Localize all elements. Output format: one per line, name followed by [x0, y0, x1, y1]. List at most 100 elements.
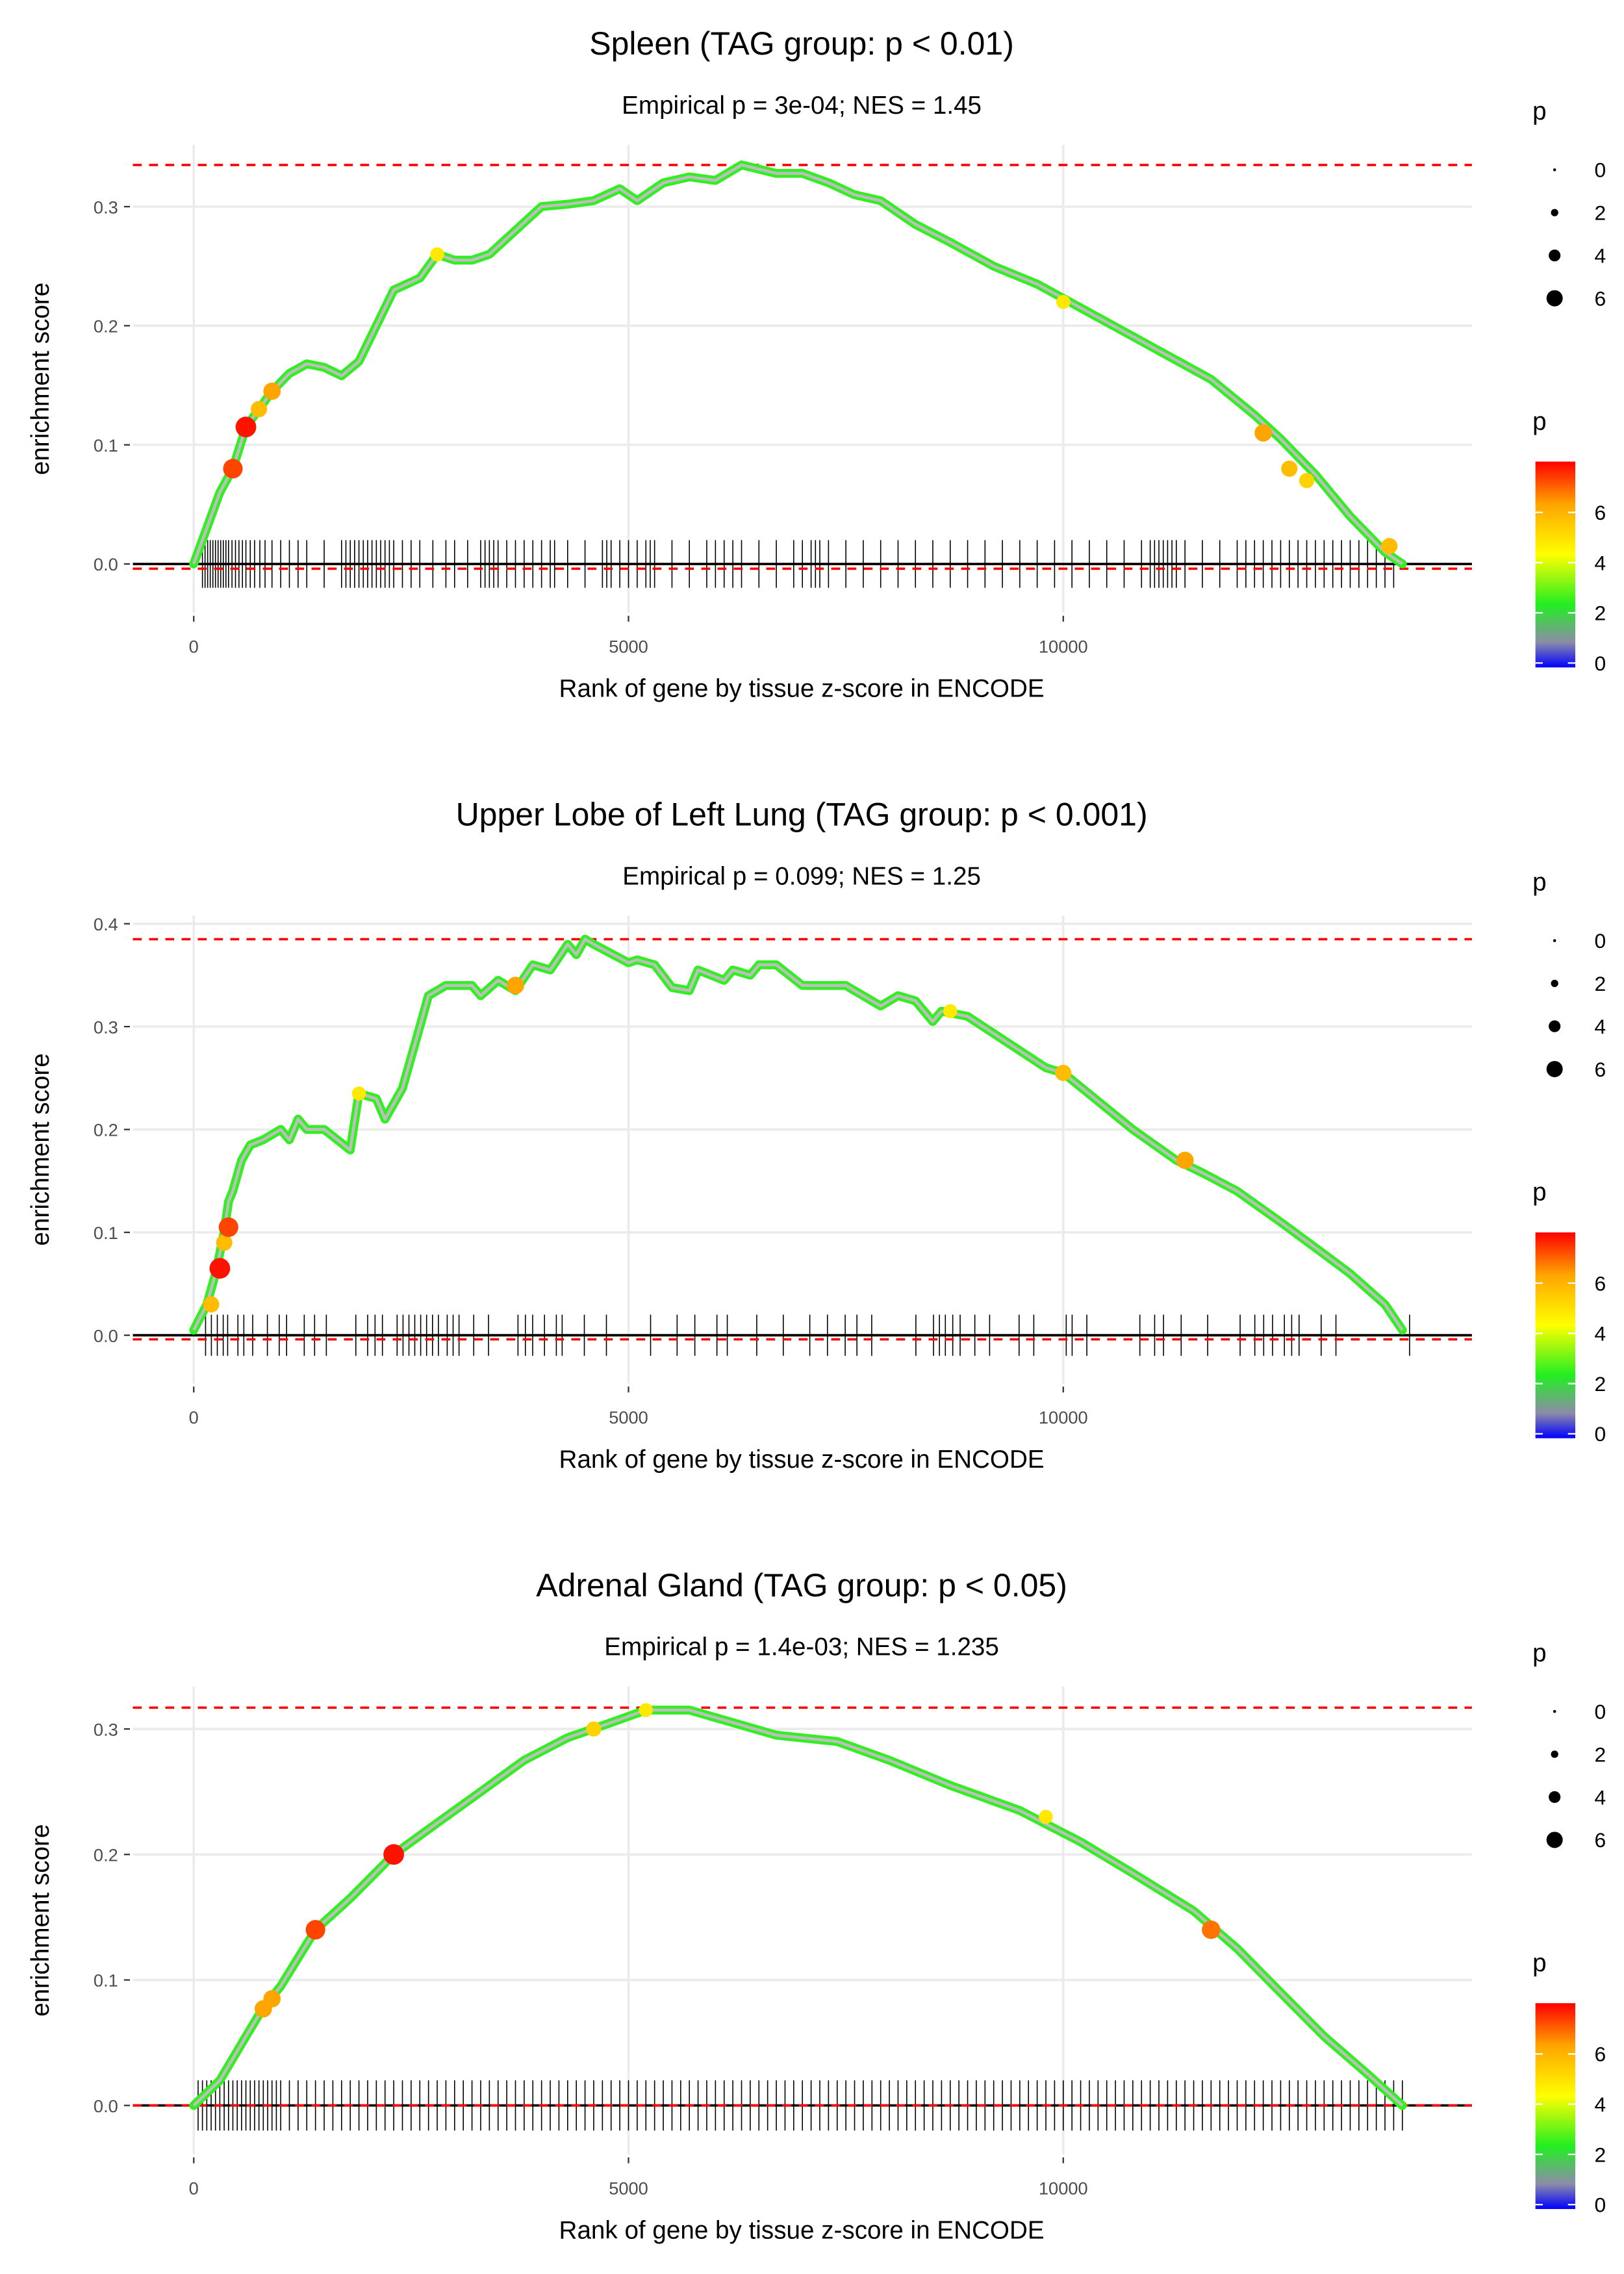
panel-spleen: Spleen (TAG group: p < 0.01) Empirical p … — [27, 25, 1606, 703]
size-legend-dot — [1553, 1709, 1556, 1713]
gene-point — [586, 1721, 602, 1737]
size-legend-dot — [1549, 249, 1561, 262]
colorbar — [1535, 1232, 1575, 1438]
colorbar — [1535, 2003, 1575, 2209]
x-axis-label: Rank of gene by tissue z-score in ENCODE — [559, 1446, 1045, 1474]
colorbar-label: 0 — [1595, 652, 1606, 675]
gene-point — [209, 1258, 231, 1279]
x-tick-label: 10000 — [1039, 637, 1088, 657]
y-axis-label: enrichment score — [27, 283, 55, 475]
y-tick-label: 0.1 — [94, 1223, 118, 1243]
y-tick-label: 0.3 — [94, 1719, 118, 1739]
gene-point — [1299, 473, 1315, 489]
colorbar-label: 4 — [1595, 1322, 1606, 1346]
gene-point — [251, 401, 268, 418]
size-legend-dot — [1551, 209, 1558, 216]
chart-title: Spleen (TAG group: p < 0.01) — [589, 25, 1014, 62]
y-tick-label: 0.0 — [94, 2096, 118, 2116]
y-tick-label: 0.3 — [94, 1017, 118, 1037]
gene-point — [1254, 424, 1273, 442]
x-tick-label: 10000 — [1039, 1407, 1088, 1427]
y-tick-label: 0.3 — [94, 197, 118, 217]
colorbar-label: 0 — [1595, 1422, 1606, 1446]
colorbar — [1535, 461, 1575, 668]
y-tick-label: 0.2 — [94, 1120, 118, 1140]
gene-point — [1281, 460, 1298, 477]
y-axis-label: enrichment score — [27, 1053, 55, 1246]
panel-adrenal-gland: Adrenal Gland (TAG group: p < 0.05) Empir… — [27, 1567, 1606, 2245]
size-legend-label: 4 — [1595, 1785, 1606, 1809]
color-legend-title: p — [1532, 1949, 1546, 1977]
color-legend-title: p — [1532, 407, 1546, 435]
size-legend-label: 0 — [1595, 159, 1606, 182]
chart-title: Adrenal Gland (TAG group: p < 0.05) — [536, 1567, 1067, 1603]
y-tick-label: 0.2 — [94, 1845, 118, 1865]
size-legend-label: 6 — [1595, 287, 1606, 310]
gene-point — [203, 1296, 220, 1313]
size-legend-dot — [1549, 1020, 1561, 1032]
size-legend-dot — [1553, 939, 1556, 942]
x-tick-label: 0 — [189, 1407, 199, 1427]
chart-subtitle: Empirical p = 1.4e-03; NES = 1.235 — [604, 1633, 999, 1661]
size-legend-label: 0 — [1595, 929, 1606, 952]
size-legend-dot — [1546, 290, 1563, 307]
enrichment-curve — [192, 938, 1404, 1331]
gene-point — [430, 247, 444, 262]
size-legend-title: p — [1532, 97, 1546, 125]
x-axis-label: Rank of gene by tissue z-score in ENCODE — [559, 2216, 1045, 2244]
gene-point — [507, 977, 524, 995]
size-legend-label: 2 — [1595, 201, 1606, 225]
gene-point — [216, 1234, 233, 1251]
gene-points-band — [189, 160, 1407, 568]
size-legend-label: 2 — [1595, 1743, 1606, 1766]
gene-point — [305, 1920, 325, 1940]
gene-points-band — [189, 1706, 1407, 2110]
size-legend-label: 2 — [1595, 972, 1606, 995]
colorbar-label: 0 — [1595, 2193, 1606, 2217]
y-axis-label: enrichment score — [27, 1824, 55, 2017]
size-legend-label: 4 — [1595, 244, 1606, 268]
gene-point — [1202, 1920, 1221, 1939]
gene-point — [223, 459, 243, 479]
gene-point — [235, 416, 257, 438]
gene-point — [1055, 1064, 1072, 1081]
x-tick-label: 10000 — [1039, 2178, 1088, 2198]
panel-upper-lobe-left-lung: Upper Lobe of Left Lung (TAG group: p < … — [27, 796, 1606, 1474]
size-legend-title: p — [1532, 868, 1546, 896]
x-tick-label: 0 — [189, 2178, 199, 2198]
size-legend-dot — [1553, 168, 1556, 172]
x-tick-label: 0 — [189, 637, 199, 657]
y-tick-label: 0.2 — [94, 316, 118, 337]
colorbar-label: 6 — [1595, 1271, 1606, 1295]
size-legend-dot — [1551, 1750, 1558, 1758]
enrichment-curve — [192, 1708, 1404, 2107]
y-tick-label: 0.1 — [94, 1971, 118, 1991]
chart-title: Upper Lobe of Left Lung (TAG group: p < … — [456, 796, 1148, 832]
colorbar-label: 2 — [1595, 602, 1606, 625]
gene-point — [218, 1217, 238, 1237]
y-tick-label: 0.1 — [94, 435, 118, 455]
size-legend-label: 6 — [1595, 1828, 1606, 1852]
colorbar-label: 4 — [1595, 2093, 1606, 2116]
x-axis-label: Rank of gene by tissue z-score in ENCODE — [559, 675, 1045, 703]
gene-point — [639, 1703, 653, 1717]
size-legend-label: 4 — [1595, 1015, 1606, 1038]
size-legend-dot — [1546, 1060, 1563, 1077]
size-legend-dot — [1549, 1791, 1561, 1803]
color-legend-title: p — [1532, 1179, 1546, 1207]
size-legend-dot — [1546, 1832, 1563, 1848]
size-legend-dot — [1551, 979, 1558, 988]
colorbar-label: 4 — [1595, 551, 1606, 574]
gene-point — [943, 1004, 958, 1019]
y-tick-label: 0.0 — [94, 554, 118, 574]
y-tick-label: 0.4 — [94, 914, 118, 934]
x-tick-label: 5000 — [609, 637, 648, 657]
size-legend-title: p — [1532, 1639, 1546, 1667]
y-tick-label: 0.0 — [94, 1325, 118, 1346]
gene-point — [351, 1086, 366, 1101]
colorbar-label: 2 — [1595, 1372, 1606, 1396]
gene-point — [263, 1990, 281, 2008]
x-tick-label: 5000 — [609, 1407, 648, 1427]
gene-point — [1381, 538, 1398, 555]
